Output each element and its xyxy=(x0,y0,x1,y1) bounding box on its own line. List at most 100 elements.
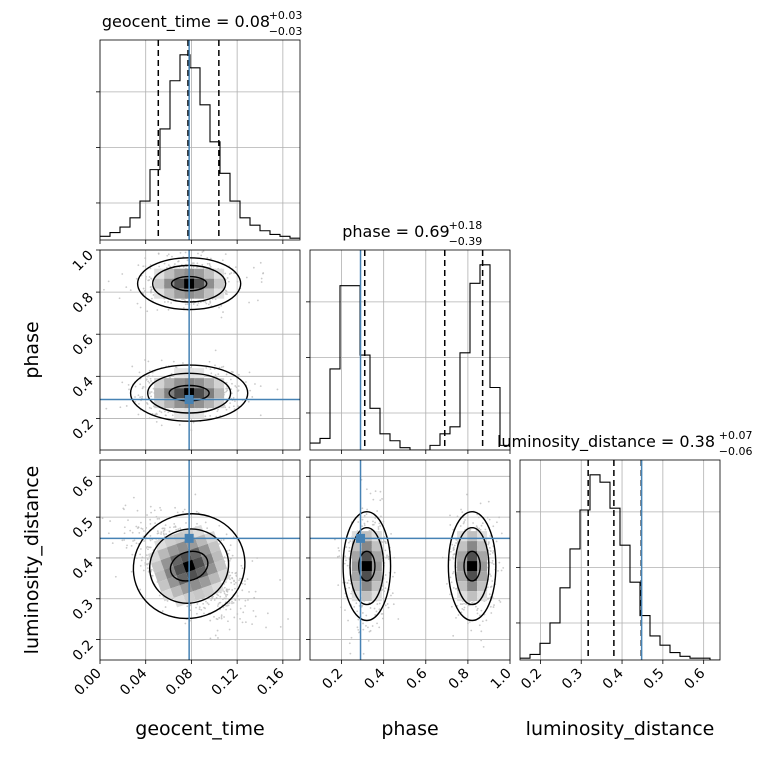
sample-point xyxy=(242,611,245,614)
truth-marker xyxy=(184,533,194,543)
histogram-step xyxy=(520,474,720,660)
sample-point xyxy=(133,539,136,542)
sample-point xyxy=(169,526,171,529)
sample-point xyxy=(138,371,141,374)
sample-point xyxy=(145,547,148,549)
sample-point xyxy=(203,612,205,615)
sample-point xyxy=(392,603,395,606)
x-axis-label: luminosity_distance xyxy=(526,718,715,740)
sample-point xyxy=(206,527,209,530)
sample-point xyxy=(151,574,154,577)
sample-point xyxy=(376,603,379,605)
sample-point xyxy=(128,388,130,391)
sample-point xyxy=(129,529,132,532)
sample-point xyxy=(372,520,374,523)
sample-point xyxy=(237,389,240,392)
sample-point xyxy=(135,557,138,560)
x-tick-label: 0.3 xyxy=(559,666,586,693)
sample-point xyxy=(162,532,165,535)
sample-point xyxy=(472,522,474,524)
sample-point xyxy=(482,645,485,648)
sample-point xyxy=(144,359,146,361)
density-cell xyxy=(204,378,215,389)
sample-point xyxy=(485,619,488,622)
sample-point xyxy=(217,408,220,411)
sample-point xyxy=(347,541,350,544)
sample-point xyxy=(216,618,219,621)
density-cell xyxy=(166,544,180,557)
density-cell xyxy=(371,581,382,592)
sample-point xyxy=(452,586,455,589)
sample-point xyxy=(476,513,479,516)
sample-point xyxy=(378,608,381,611)
sample-point xyxy=(143,540,145,542)
sample-point xyxy=(232,602,235,604)
sample-point xyxy=(137,413,140,416)
sample-point xyxy=(139,383,142,386)
sample-point xyxy=(236,595,239,597)
sample-point xyxy=(373,607,376,610)
density-cell xyxy=(204,288,215,299)
sample-point xyxy=(206,262,209,265)
sample-point xyxy=(244,605,247,607)
sample-point xyxy=(488,518,491,521)
density-cell xyxy=(176,572,190,586)
panel-content xyxy=(103,250,279,431)
histogram-step xyxy=(310,264,510,450)
sample-point xyxy=(470,629,473,632)
density-cell xyxy=(189,578,203,592)
sample-point xyxy=(476,612,479,615)
sample-point xyxy=(150,291,152,294)
sample-point xyxy=(220,616,223,618)
sample-point xyxy=(362,622,364,625)
sample-point xyxy=(223,616,226,618)
density-cell xyxy=(204,268,215,279)
y-tick-label: 0.6 xyxy=(70,332,97,359)
sample-point xyxy=(182,298,185,301)
sample-point xyxy=(201,263,204,266)
sample-point xyxy=(452,634,455,637)
sample-point xyxy=(191,262,194,265)
sample-point xyxy=(194,493,197,496)
sample-point xyxy=(197,301,200,304)
sample-point xyxy=(498,516,501,519)
sample-point xyxy=(481,522,484,525)
density-cell xyxy=(371,561,382,572)
sample-point xyxy=(381,585,384,587)
x-tick-label: 0.08 xyxy=(163,666,196,699)
sample-point xyxy=(384,574,387,576)
sample-point xyxy=(230,557,232,560)
sample-point xyxy=(184,251,187,254)
sample-point xyxy=(182,307,185,309)
sample-point xyxy=(224,406,227,409)
sample-point xyxy=(379,525,382,527)
sample-point xyxy=(163,262,166,265)
density-cell xyxy=(371,571,382,582)
sample-point xyxy=(207,303,210,306)
sample-point xyxy=(455,542,458,544)
sample-point xyxy=(241,621,244,624)
sample-point xyxy=(350,592,353,595)
sample-point xyxy=(165,533,167,535)
sample-point xyxy=(214,374,217,377)
density-cell xyxy=(164,288,175,299)
scatter-panel-luminosity_distance-vs-geocent_time: 0.00 0.04 0.08 0.12 0.16 0.2 0.3 0.4 0.5 0.6 xyxy=(70,459,301,699)
x-tick-label: 0.8 xyxy=(446,666,473,693)
sample-point xyxy=(149,286,152,289)
sample-point xyxy=(463,606,466,609)
sample-point xyxy=(137,526,140,529)
y-tick-label: 0.8 xyxy=(70,290,97,317)
sample-point xyxy=(192,421,195,424)
contour-line xyxy=(169,550,209,582)
sample-point xyxy=(248,371,251,374)
sample-point xyxy=(149,267,152,270)
sample-point xyxy=(344,555,346,558)
density-cell xyxy=(361,541,372,552)
sample-point xyxy=(381,498,383,500)
sample-point xyxy=(486,586,489,589)
sample-point xyxy=(362,652,365,655)
sample-point xyxy=(163,301,166,303)
sample-point xyxy=(132,496,135,499)
sample-point xyxy=(233,616,236,619)
